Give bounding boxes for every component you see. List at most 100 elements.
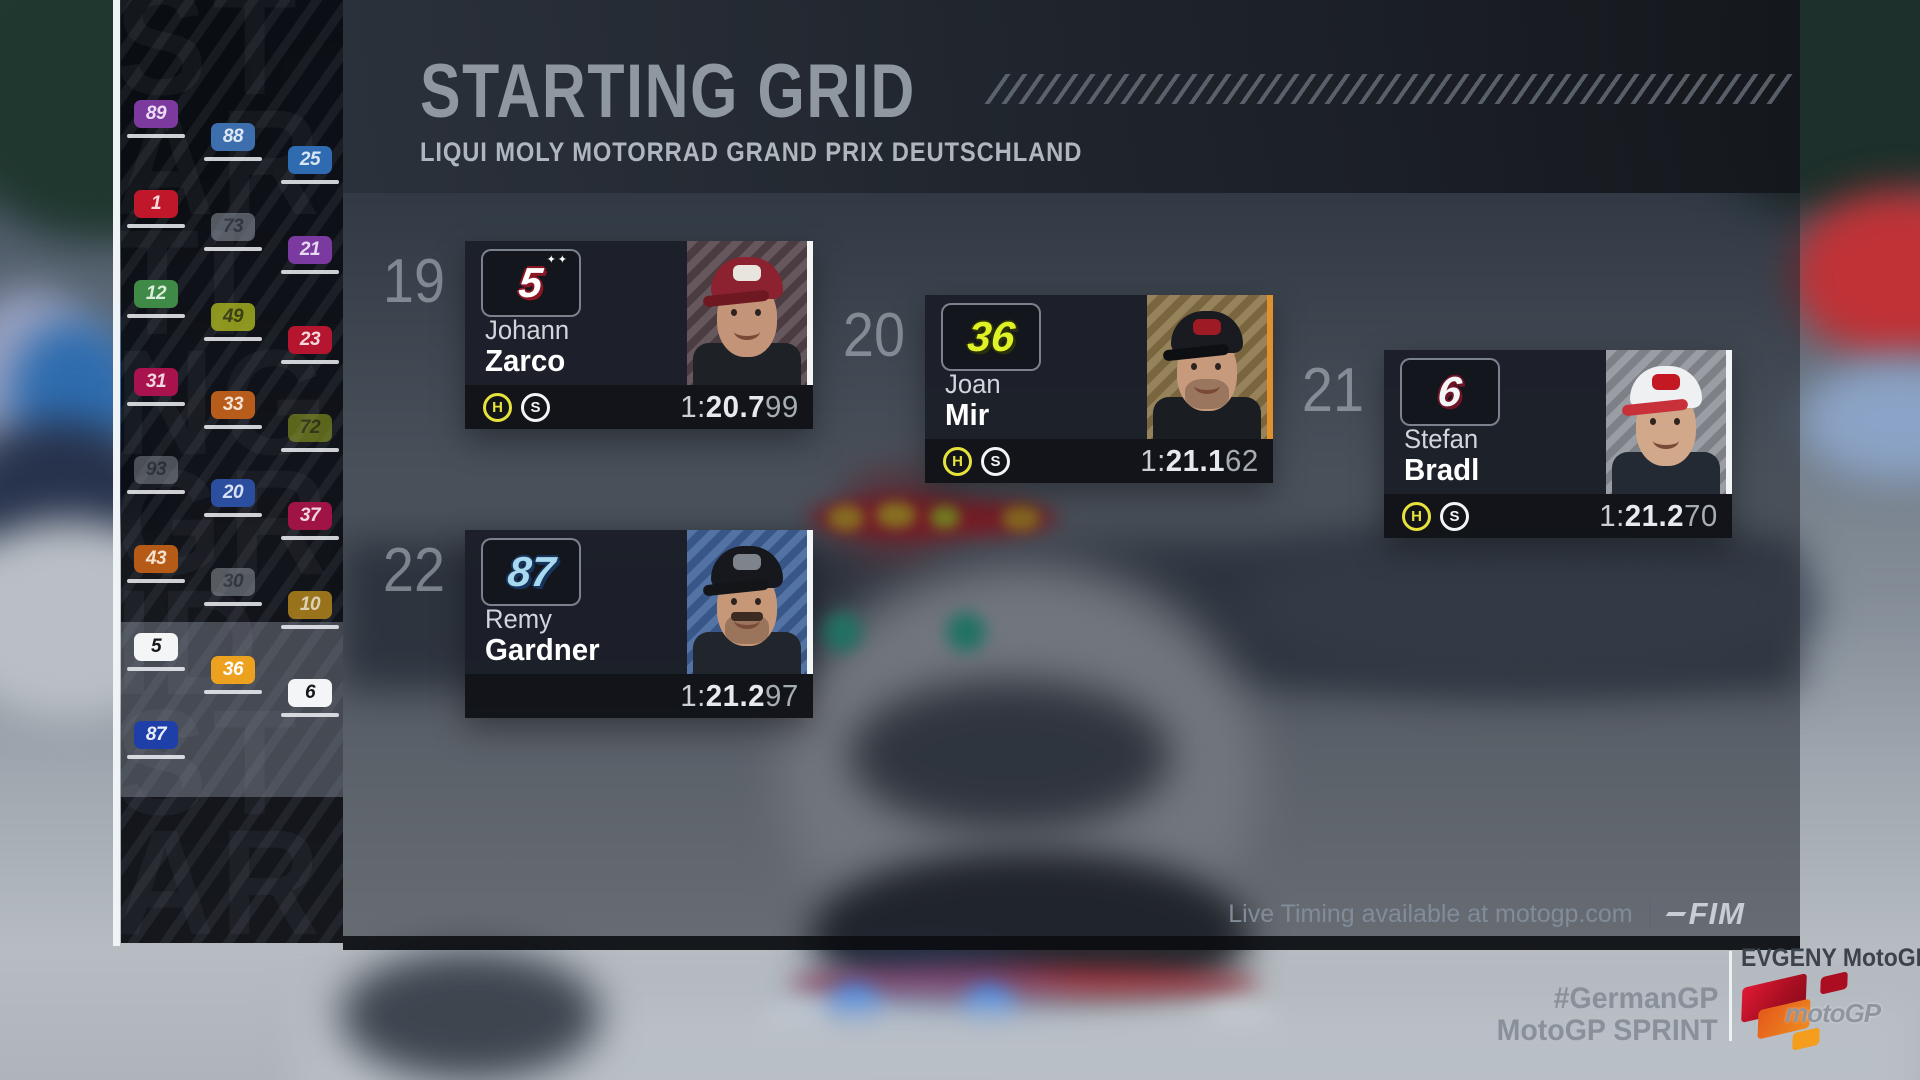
- rider-number-badge: 5 ✦✦: [481, 249, 581, 317]
- rider-first-name: Johann: [485, 315, 570, 345]
- rider-photo: [687, 241, 807, 385]
- rider-card-top: 5 ✦✦ Johann Zarco: [465, 241, 813, 385]
- grid-number-badge: 73: [211, 213, 255, 241]
- rider-last-name: Zarco: [485, 343, 566, 378]
- grid-position-label: 20: [842, 301, 905, 370]
- rider-card-top: 36✦✦ Joan Mir: [925, 295, 1273, 439]
- grid-number-badge: 5: [134, 633, 178, 661]
- rider-number-badge: 36✦✦: [941, 303, 1041, 371]
- rider-first-name: Stefan: [1404, 424, 1479, 454]
- tire-hard-icon: H: [1402, 501, 1431, 531]
- tire-soft-icon: S: [1440, 501, 1469, 531]
- grid-number-badge: 6: [288, 679, 332, 707]
- rider-photo: [687, 530, 807, 674]
- grid-number-badge: 20: [211, 479, 255, 507]
- rider-card-top: 6✦✦ Stefan Bradl: [1384, 350, 1732, 494]
- rider-photo: [1147, 295, 1267, 439]
- grid-position-label: 22: [382, 536, 445, 605]
- grid-slot-line: [204, 247, 262, 251]
- live-timing-text: Live Timing available at motogp.com: [1228, 899, 1633, 928]
- grid-number-badge: 93: [134, 456, 178, 484]
- rider-card-top: 87✦✦ Remy Gardner: [465, 530, 813, 674]
- team-accent-stripe: [807, 241, 813, 385]
- umbrella-blue: [1800, 360, 1920, 480]
- rider-first-name: Joan: [945, 369, 1001, 399]
- grid-slot-line: [127, 314, 185, 318]
- grid-slot-line: [127, 755, 185, 759]
- grid-number-badge: 87: [134, 721, 178, 749]
- grid-slot-line: [127, 490, 185, 494]
- tire-hard-icon: H: [483, 392, 512, 422]
- rider-card: 6✦✦ Stefan Bradl HS 1:21.270: [1384, 350, 1732, 538]
- fim-logo: FIM: [1665, 896, 1745, 932]
- grid-sidebar: STARTINGGRIDSTAR 89882517321124923313372…: [121, 0, 343, 943]
- rider-card: 36✦✦ Joan Mir HS 1:21.162: [925, 295, 1273, 483]
- grid-slot-line: [281, 536, 339, 540]
- grid-number-badge: 30: [211, 568, 255, 596]
- grid-number-badge: 49: [211, 303, 255, 331]
- grid-slot-line: [204, 513, 262, 517]
- team-accent-stripe: [1267, 295, 1273, 439]
- rider-cap: [1171, 311, 1243, 353]
- lap-time: 1:21.162: [1140, 443, 1259, 478]
- grid-number-badge: 36: [211, 656, 255, 684]
- team-accent-stripe: [1726, 350, 1732, 494]
- rider-card: 87✦✦ Remy Gardner 1:21.297: [465, 530, 813, 718]
- grid-slot-line: [204, 425, 262, 429]
- session-name: MotoGP SPRINT: [1496, 1014, 1718, 1047]
- lap-time: 1:20.799: [680, 389, 799, 424]
- grid-slot-line: [127, 667, 185, 671]
- grid-number-badge: 89: [134, 100, 178, 128]
- grid-number-badge: 10: [288, 591, 332, 619]
- rider-first-name: Remy: [485, 604, 552, 634]
- grid-slot-line: [127, 402, 185, 406]
- grid-position-label: 19: [382, 247, 445, 316]
- shadow-bottom-left: [340, 950, 600, 1080]
- team-accent-stripe: [807, 530, 813, 674]
- grid-slot-line: [281, 625, 339, 629]
- grid-number-badge: 88: [211, 123, 255, 151]
- rider-last-name: Mir: [945, 397, 990, 432]
- hazard-stripes: [984, 74, 1801, 104]
- grid-number-badge: 31: [134, 368, 178, 396]
- grid-number-badge: 37: [288, 502, 332, 530]
- rider-number-badge: 6✦✦: [1400, 358, 1500, 426]
- rider-last-name: Bradl: [1404, 452, 1480, 487]
- tire-soft-icon: S: [521, 392, 550, 422]
- page-title: STARTING GRID: [420, 49, 916, 134]
- rider-last-name: Gardner: [485, 632, 600, 667]
- broadcaster-label: EVGENY MotoGP: [1741, 944, 1920, 972]
- tire-hard-icon: H: [943, 446, 972, 476]
- live-timing-note: Live Timing available at motogp.com FIM: [1228, 896, 1745, 932]
- grid-slot-line: [281, 180, 339, 184]
- grid-slot-line: [281, 270, 339, 274]
- panel-bottom-edge: [343, 936, 1800, 950]
- grid-number-badge: 43: [134, 545, 178, 573]
- lap-time: 1:21.297: [680, 678, 799, 713]
- rider-photo: [1606, 350, 1726, 494]
- grid-number-badge: 72: [288, 414, 332, 442]
- grid-slot-line: [281, 360, 339, 364]
- grid-number-badge: 1: [134, 190, 178, 218]
- grid-slot-line: [127, 224, 185, 228]
- grid-number-badge: 25: [288, 146, 332, 174]
- grid-slot-line: [204, 337, 262, 341]
- lap-time: 1:21.270: [1599, 498, 1718, 533]
- sidebar-edge-line: [113, 0, 120, 946]
- rider-card-bar: 1:21.297: [465, 674, 813, 718]
- event-subtitle: LIQUI MOLY MOTORRAD GRAND PRIX DEUTSCHLA…: [420, 137, 1083, 167]
- grid-slot-line: [127, 579, 185, 583]
- grid-number-badge: 21: [288, 236, 332, 264]
- grid-number-badge: 33: [211, 391, 255, 419]
- motogp-logo-text: motoGP: [1785, 998, 1881, 1028]
- grid-slot-line: [127, 134, 185, 138]
- grid-number-badge: 23: [288, 326, 332, 354]
- corner-divider: [1729, 951, 1732, 1041]
- grid-slot-line: [281, 713, 339, 717]
